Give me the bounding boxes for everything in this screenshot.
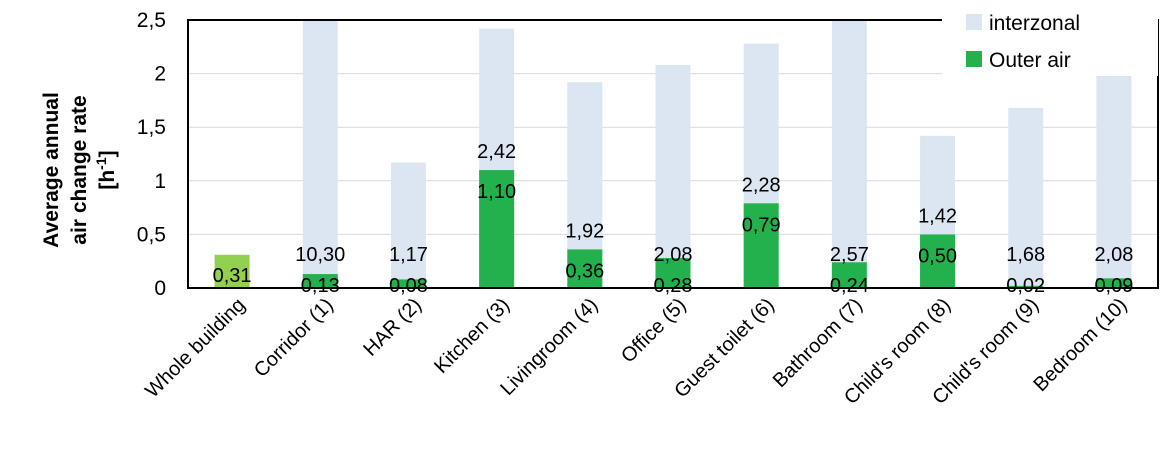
y-axis-label-unit: [h-1] (93, 150, 119, 189)
bar-interzonal (1096, 65, 1132, 288)
data-label-interzonal: 1,68 (1006, 244, 1045, 266)
y-tick-label: 2 (154, 63, 166, 86)
data-label-outer-air: 0,09 (1094, 275, 1133, 297)
data-label-interzonal: 2,08 (1094, 244, 1133, 266)
data-label-interzonal: 2,28 (742, 174, 781, 196)
y-axis-unit-end: ] (96, 150, 119, 157)
y-tick-label: 0 (154, 277, 166, 300)
bar-outer-air (743, 203, 779, 288)
data-label-outer-air: 0,79 (742, 214, 781, 236)
bar-outer-air (390, 279, 426, 288)
category-label: HAR (2) (359, 294, 426, 361)
category-label: Kitchen (3) (430, 294, 514, 378)
bar-outer-air (567, 249, 603, 288)
y-tick-label: 1,5 (137, 116, 166, 139)
data-label-outer-air: 0,28 (654, 275, 693, 297)
data-labels: 0,31 0,13 10,30 0,08 1,17 1,10 2,42 0,36 1,92 0,2… (213, 141, 1134, 297)
bar-outer-air (302, 274, 338, 288)
data-label-interzonal: 1,17 (389, 244, 428, 266)
data-label-outer-air: 0,50 (918, 245, 957, 267)
category-labels: Whole building Corridor (1) HAR (2) Kitchen… (141, 294, 1131, 409)
data-label-interzonal: 2,08 (654, 244, 693, 266)
data-label-outer-air: 0,08 (389, 275, 428, 297)
bars (214, 20, 1132, 289)
legend: interzonal Outer air (942, 0, 1158, 76)
y-axis-label-line2: air change rate (68, 95, 91, 244)
bar-interzonal (1008, 107, 1044, 289)
bar-outer-air (1008, 285, 1044, 288)
data-label-interzonal: 2,42 (477, 141, 516, 163)
y-tick-label: 0,5 (137, 223, 166, 246)
bar-outer-air (655, 257, 691, 288)
bar-outer-air (1096, 278, 1132, 288)
y-axis-label: Average annual air change rate [h-1] (40, 92, 119, 248)
data-label-outer-air: 0,24 (830, 275, 869, 297)
data-label-outer-air: 0,31 (213, 265, 252, 287)
data-label-interzonal: 10,30 (295, 244, 345, 266)
legend-swatch-outer-air (966, 51, 982, 67)
data-label-interzonal: 1,42 (918, 205, 957, 227)
bar-interzonal (390, 162, 426, 288)
category-label: Bedroom (10) (1029, 294, 1131, 396)
data-label-interzonal: 2,57 (830, 244, 869, 266)
category-label: Office (5) (617, 294, 690, 367)
legend-swatch-interzonal (966, 14, 982, 30)
category-label: Whole building (141, 294, 249, 402)
data-label-outer-air: 1,10 (477, 181, 516, 203)
bar-outer-air (920, 234, 956, 288)
y-tick-label: 2,5 (137, 9, 166, 32)
bar-outer-air (214, 254, 250, 288)
y-axis-ticks: 0 0,5 1 1,5 2 2,5 (137, 9, 166, 300)
legend-label-outer-air: Outer air (989, 49, 1071, 72)
data-label-interzonal: 1,92 (565, 220, 604, 242)
data-label-outer-air: 0,13 (301, 275, 340, 297)
y-axis-unit-sup: -1 (93, 157, 109, 170)
bar-interzonal (302, 20, 338, 288)
bar-interzonal (655, 65, 691, 288)
bar-interzonal (831, 20, 867, 288)
category-label: Corridor (1) (250, 294, 338, 382)
data-label-outer-air: 0,02 (1006, 275, 1045, 297)
bar-outer-air (831, 262, 867, 288)
y-tick-label: 1 (154, 170, 166, 193)
legend-label-interzonal: interzonal (989, 12, 1080, 35)
category-label: Bathroom (7) (769, 294, 867, 392)
plot-frame (187, 19, 1159, 289)
y-axis-unit-base: [h (96, 170, 119, 190)
bar-outer-air (479, 170, 515, 288)
data-label-outer-air: 0,36 (565, 260, 604, 282)
y-axis-label-line1: Average annual (40, 92, 63, 248)
